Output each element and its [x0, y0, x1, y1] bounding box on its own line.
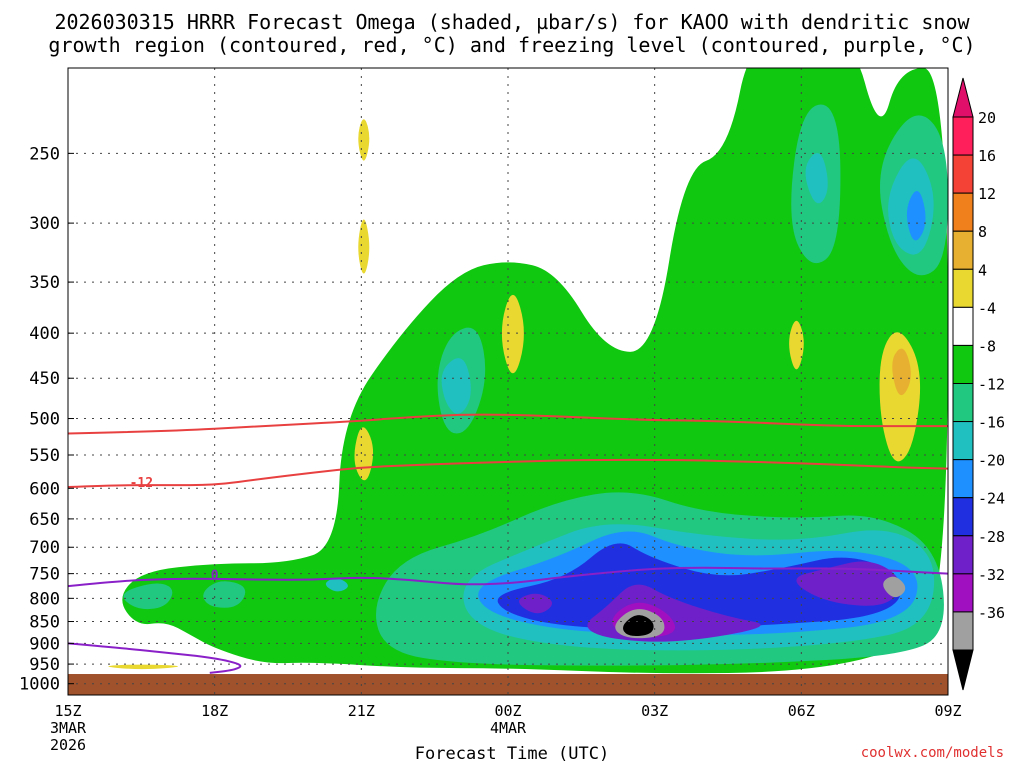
y-tick-label-250: 250 — [29, 144, 60, 164]
y-tick-label-950: 950 — [29, 655, 60, 675]
omega-region-10-0 — [892, 348, 911, 396]
colorbar-label-0: 20 — [978, 109, 996, 127]
omega-region-9-4 — [789, 320, 804, 370]
colorbar-label-11: -28 — [978, 528, 1005, 546]
y-tick-label-300: 300 — [29, 214, 60, 234]
colorbar-label-6: -8 — [978, 337, 996, 355]
colorbar-label-9: -20 — [978, 452, 1005, 470]
omega-region-9-3 — [501, 294, 524, 374]
chart-title-line1: 2026030315 HRRR Forecast Omega (shaded, … — [54, 10, 970, 34]
omega-region-4-0 — [497, 543, 902, 630]
colorbar-label-12: -32 — [978, 566, 1005, 584]
x-tick-sublabel-15Z: 3MAR — [50, 719, 87, 737]
omega-region-9-0 — [358, 119, 370, 161]
colorbar-swatch-12 — [952, 573, 974, 613]
x-tick-year-15Z: 2026 — [50, 736, 86, 754]
colorbar-swatch-1 — [952, 154, 974, 194]
omega-region-9-5 — [879, 332, 921, 462]
colorbar-label-3: 8 — [978, 223, 987, 241]
colorbar-label-10: -24 — [978, 490, 1005, 508]
y-tick-label-350: 350 — [29, 273, 60, 293]
y-tick-label-700: 700 — [29, 538, 60, 558]
colorbar-label-1: 16 — [978, 147, 996, 165]
x-tick-sublabel-00Z: 4MAR — [490, 719, 527, 737]
colorbar-swatch-5 — [952, 306, 974, 346]
colorbar-swatch-9 — [952, 459, 974, 499]
x-tick-label-00Z: 00Z — [494, 702, 521, 720]
chart-title-line2: growth region (contoured, red, °C) and f… — [48, 33, 976, 57]
colorbar-label-7: -12 — [978, 376, 1005, 394]
omega-region-1-1 — [203, 581, 246, 608]
x-tick-label-06Z: 06Z — [788, 702, 815, 720]
y-axis: 2503003504004505005506006507007508008509… — [19, 144, 74, 695]
colorbar-swatch-13 — [952, 611, 974, 651]
colorbar-label-5: -4 — [978, 299, 996, 317]
colorbar-label-4: 4 — [978, 261, 987, 279]
y-tick-label-650: 650 — [29, 510, 60, 530]
omega-region-1-0 — [123, 583, 173, 610]
plot-frame — [67, 67, 949, 696]
omega-region-9-6 — [108, 664, 178, 670]
colorbar-swatch-2 — [952, 192, 974, 232]
y-tick-label-850: 850 — [29, 613, 60, 633]
colorbar-swatch-0 — [952, 116, 974, 156]
omega-region-7-1 — [883, 576, 906, 598]
y-tick-label-450: 450 — [29, 369, 60, 389]
y-tick-label-1000: 1000 — [19, 675, 60, 695]
y-tick-label-750: 750 — [29, 565, 60, 585]
y-tick-label-900: 900 — [29, 634, 60, 654]
colorbar-max-arrow — [952, 77, 974, 118]
y-tick-label-500: 500 — [29, 410, 60, 430]
contour-line-1 — [68, 413, 948, 435]
x-tick-label-18Z: 18Z — [201, 702, 228, 720]
omega-region-5-0 — [519, 593, 552, 614]
omega-region-5-2 — [796, 561, 899, 606]
colorbar-swatch-4 — [952, 268, 974, 308]
colorbar-swatch-10 — [952, 497, 974, 537]
colorbar-swatch-11 — [952, 535, 974, 575]
contour-line-3 — [68, 642, 242, 674]
omega-region-8-0 — [623, 615, 654, 637]
colorbar-min-arrow — [952, 649, 974, 691]
y-tick-label-400: 400 — [29, 324, 60, 344]
colorbar: 20 16 12 8 4 -4 -8 -12 -16 -20 -24 -28 -32 -36 — [952, 77, 1005, 691]
y-tick-label-600: 600 — [29, 479, 60, 499]
credit-text: coolwx.com/models — [860, 745, 1004, 761]
contour-label-0: -12 — [130, 476, 153, 491]
colorbar-label-2: 12 — [978, 185, 996, 203]
omega-region-3-1 — [906, 190, 926, 241]
omega-region-2-3 — [325, 578, 348, 592]
colorbar-label-13: -36 — [978, 604, 1005, 622]
colorbar-swatch-6 — [952, 344, 974, 384]
omega-region-2-0 — [441, 358, 471, 414]
shaded-omega — [68, 68, 948, 695]
gridlines — [67, 68, 949, 695]
x-axis-label: Forecast Time (UTC) — [414, 744, 610, 764]
y-tick-label-800: 800 — [29, 589, 60, 609]
omega-region-2-1 — [805, 153, 828, 204]
colorbar-swatch-3 — [952, 230, 974, 270]
contour-line-2 — [68, 566, 948, 588]
x-tick-label-09Z: 09Z — [934, 702, 961, 720]
y-tick-label-550: 550 — [29, 446, 60, 466]
x-tick-label-03Z: 03Z — [641, 702, 668, 720]
colorbar-swatch-8 — [952, 421, 974, 461]
contour-line-0 — [68, 458, 948, 488]
x-tick-label-15Z: 15Z — [54, 702, 81, 720]
colorbar-swatch-7 — [952, 383, 974, 423]
contours: -12 0 — [68, 413, 948, 674]
x-tick-label-21Z: 21Z — [348, 702, 375, 720]
colorbar-label-8: -16 — [978, 414, 1005, 432]
contour-label-2: 0 — [211, 569, 219, 584]
